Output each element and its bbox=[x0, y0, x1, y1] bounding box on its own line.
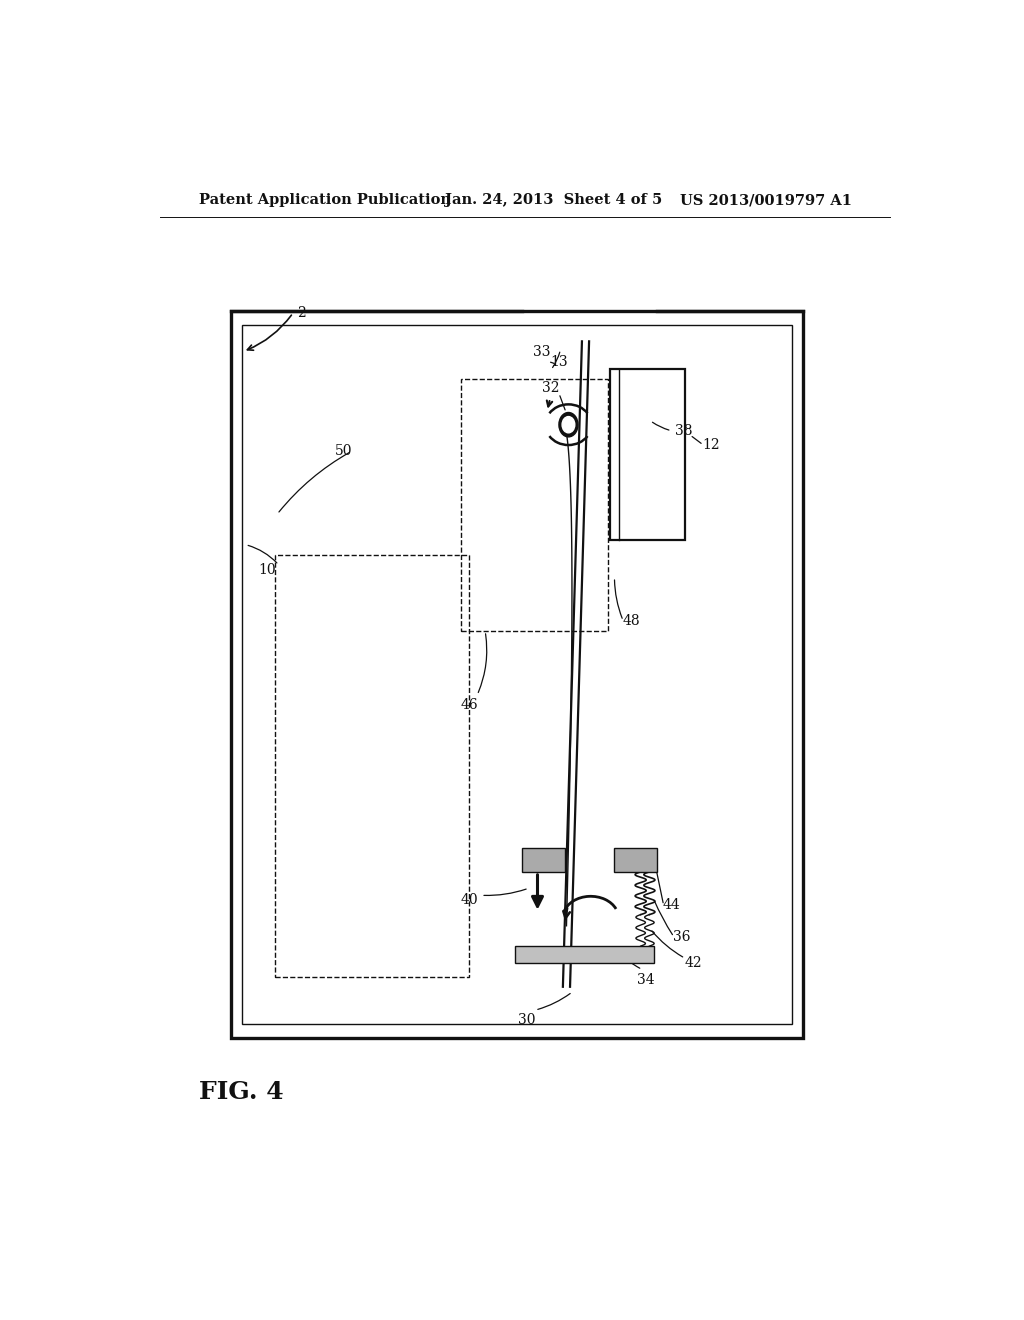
Bar bbox=[231, 312, 803, 1038]
Text: 42: 42 bbox=[684, 957, 701, 970]
Text: Jan. 24, 2013  Sheet 4 of 5: Jan. 24, 2013 Sheet 4 of 5 bbox=[445, 193, 663, 207]
Text: 10: 10 bbox=[258, 564, 275, 577]
Text: 36: 36 bbox=[673, 931, 690, 944]
Bar bbox=[274, 554, 469, 977]
Text: 33: 33 bbox=[532, 345, 550, 359]
Bar bbox=[613, 847, 656, 873]
Bar bbox=[243, 325, 793, 1024]
Circle shape bbox=[559, 413, 578, 437]
Text: 12: 12 bbox=[702, 438, 720, 451]
Text: 48: 48 bbox=[623, 614, 640, 628]
Circle shape bbox=[562, 417, 574, 433]
Text: 38: 38 bbox=[675, 424, 692, 438]
Bar bbox=[609, 368, 685, 540]
Text: 34: 34 bbox=[637, 973, 655, 986]
Text: 40: 40 bbox=[461, 894, 478, 907]
Text: 46: 46 bbox=[461, 698, 478, 713]
Text: 30: 30 bbox=[518, 1014, 536, 1027]
Text: 50: 50 bbox=[335, 444, 352, 458]
Text: 32: 32 bbox=[543, 381, 560, 395]
Text: 2: 2 bbox=[297, 306, 305, 319]
Bar bbox=[461, 379, 608, 631]
Bar bbox=[515, 946, 654, 964]
Bar bbox=[522, 847, 565, 873]
Text: 44: 44 bbox=[663, 899, 681, 912]
Text: US 2013/0019797 A1: US 2013/0019797 A1 bbox=[680, 193, 852, 207]
Text: FIG. 4: FIG. 4 bbox=[200, 1080, 284, 1104]
Text: 13: 13 bbox=[550, 355, 567, 368]
Text: Patent Application Publication: Patent Application Publication bbox=[200, 193, 452, 207]
